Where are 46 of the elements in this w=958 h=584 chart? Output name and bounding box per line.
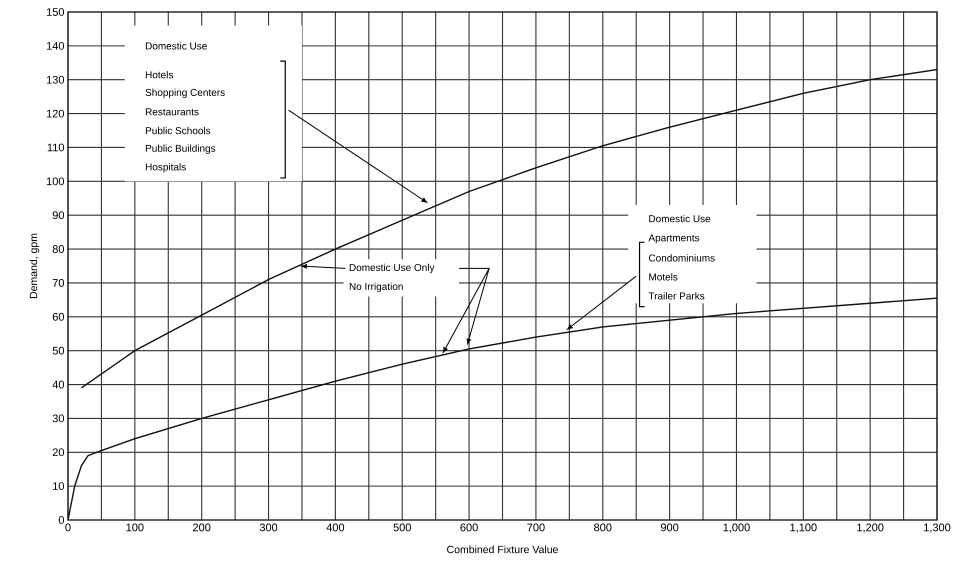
x-tick-label: 800	[594, 524, 612, 532]
x-tick-label: 600	[460, 524, 478, 532]
annotation: Trailer Parks	[648, 292, 704, 300]
x-tick-label: 400	[326, 524, 344, 532]
y-tick-label: 50	[52, 346, 64, 355]
annotation: Domestic Use	[649, 214, 710, 222]
y-tick-label: 110	[48, 144, 64, 152]
y-tick-label: 10	[53, 482, 64, 490]
x-tick-label: 1,300	[924, 524, 950, 533]
annotation: Condominiums	[648, 254, 715, 262]
x-tick-label: 900	[660, 524, 678, 532]
annotation: Apartments	[648, 234, 700, 244]
y-tick-label: 30	[52, 414, 64, 422]
x-tick-label: 1,000	[724, 524, 750, 533]
annotation: Restaurants	[146, 108, 199, 116]
y-tick-label: 140	[46, 42, 64, 50]
annotation: Hotels	[146, 70, 174, 78]
y-tick-label: 20	[52, 448, 64, 456]
x-tick-label: 200	[193, 524, 210, 532]
y-tick-label: 120	[46, 110, 64, 118]
annotation: Public Buildings	[146, 144, 216, 154]
y-tick-label: 60	[52, 312, 64, 321]
x-tick-label: 100	[126, 524, 144, 532]
y-tick-label: 70	[52, 279, 64, 287]
y-axis-title: Demand, gpm	[29, 234, 40, 298]
y-tick-label: 90	[52, 211, 64, 220]
annotation: Shopping Centers	[146, 88, 225, 98]
y-tick-label: 150	[46, 8, 64, 16]
annotation: No Irrigation	[350, 282, 403, 292]
annotation: Domestic Use Only	[350, 264, 435, 274]
annotation: Hospitals	[146, 163, 186, 172]
annotation: Motels	[649, 273, 678, 281]
x-tick-label: 1,100	[790, 524, 817, 533]
x-tick-label: 700	[527, 524, 545, 532]
y-tick-label: 100	[46, 177, 64, 186]
y-tick-label: 40	[52, 380, 64, 388]
x-tick-label: 1,200	[857, 524, 884, 533]
x-axis-title: Combined Fixture Value	[447, 545, 558, 554]
x-tick-label: 500	[393, 524, 411, 532]
y-tick-label: 0	[58, 516, 64, 524]
annotation: Public Schools	[146, 126, 210, 134]
y-tick-label: 130	[46, 76, 64, 84]
x-tick-label: 0	[65, 524, 71, 532]
y-tick-label: 80	[52, 245, 64, 253]
x-tick-label: 300	[260, 524, 278, 532]
annotation: Domestic Use	[146, 42, 207, 50]
